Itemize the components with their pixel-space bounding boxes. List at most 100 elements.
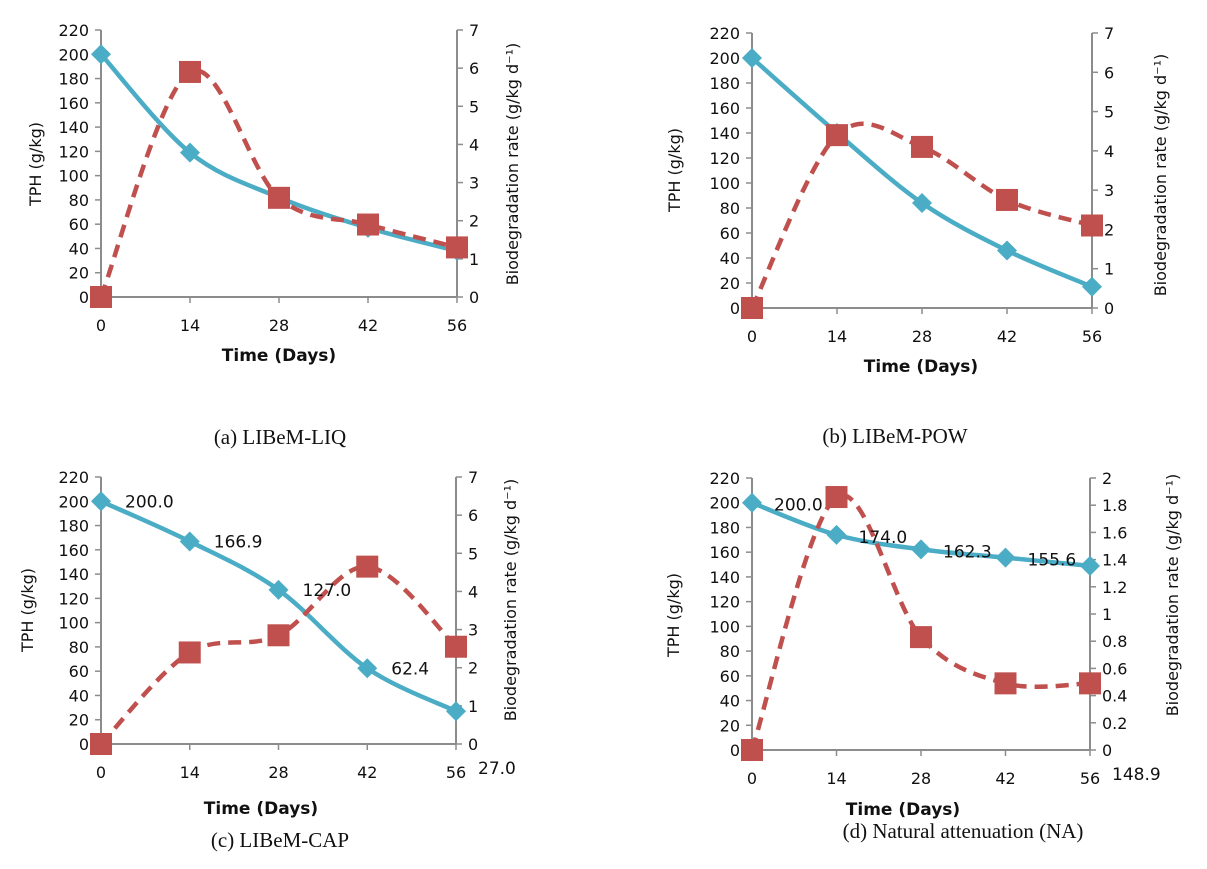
panel-d: (d) Natural attenuation (NA) Time (Days)…	[664, 474, 1182, 843]
y2-tick-label: 0	[1102, 741, 1112, 760]
rate-point	[446, 236, 468, 259]
y2-tick-label: 3	[468, 621, 478, 640]
y-tick-label: 220	[58, 21, 89, 40]
tph-point	[911, 539, 931, 560]
y2-tick-label: 5	[469, 97, 479, 116]
rate-point	[1081, 214, 1103, 237]
y2-axis-title-d: Biodegradation rate (g/kg d⁻¹)	[1163, 474, 1182, 717]
y-tick-label: 100	[58, 167, 89, 186]
rate-point	[996, 188, 1018, 211]
y2-tick-label: 7	[1104, 24, 1114, 43]
y-axis-title-a: TPH (g/kg)	[26, 122, 45, 207]
y-axis-title-c: TPH (g/kg)	[18, 568, 37, 653]
y-tick-label: 0	[79, 735, 89, 754]
y2-tick-label: 0	[468, 735, 478, 754]
y-tick-label: 180	[709, 518, 740, 537]
x-tick-label: 42	[357, 763, 377, 782]
rate-point	[90, 733, 112, 755]
tph-line	[750, 56, 1093, 289]
y2-tick-label: 2	[1104, 220, 1114, 239]
x-tick-label: 14	[180, 316, 200, 335]
tph-point	[826, 524, 847, 545]
y-tick-label: 100	[709, 617, 740, 636]
data-label: 148.9	[1112, 765, 1161, 785]
x-tick-label: 28	[912, 327, 932, 346]
y-tick-label: 80	[720, 199, 740, 218]
y-tick-label: 40	[69, 686, 89, 705]
y-tick-label: 120	[709, 149, 740, 168]
y-tick-label: 20	[720, 716, 740, 735]
rate-point	[1079, 672, 1101, 695]
y2-tick-label: 4	[468, 582, 478, 601]
x-tick-label: 28	[269, 316, 289, 335]
y2-axis-title-b: Biodegradation rate (g/kg d⁻¹)	[1151, 54, 1170, 297]
y-axis-title-b: TPH (g/kg)	[665, 128, 684, 213]
y-tick-label: 100	[58, 614, 89, 633]
tph-point	[997, 240, 1017, 261]
tph-line	[99, 52, 458, 254]
y2-tick-label: 5	[468, 544, 478, 563]
y-tick-label: 60	[69, 215, 89, 234]
tph-point	[912, 193, 932, 213]
data-label: 155.6	[1028, 551, 1077, 571]
y2-tick-label: 2	[469, 212, 479, 231]
y2-tick-label: 5	[1104, 103, 1114, 122]
y-tick-label: 200	[709, 494, 740, 513]
rate-point	[741, 739, 763, 761]
data-label: 166.9	[214, 532, 263, 552]
data-label: 200.0	[774, 496, 823, 516]
x-tick-label: 56	[447, 316, 467, 335]
caption-b: (b) LIBeM-POW	[822, 424, 967, 448]
rate-point	[357, 213, 379, 236]
y2-tick-label: 1	[1102, 605, 1112, 624]
x-tick-label: 28	[911, 769, 931, 788]
y-tick-label: 20	[69, 711, 89, 730]
y2-tick-label: 0.8	[1102, 632, 1127, 651]
y2-tick-label: 1	[468, 697, 478, 716]
x-tick-label: 14	[827, 327, 847, 346]
y2-tick-label: 7	[468, 468, 478, 487]
rate-point	[356, 555, 379, 578]
caption-c: (c) LIBeM-CAP	[211, 828, 349, 852]
y-tick-label: 140	[709, 568, 740, 587]
y-tick-label: 60	[720, 224, 740, 243]
data-label: 200.0	[125, 492, 174, 512]
y-tick-label: 40	[720, 249, 740, 268]
y2-tick-label: 2	[1102, 469, 1112, 488]
x-tick-label: 0	[747, 769, 757, 788]
y2-tick-label: 6	[469, 59, 479, 78]
rate-point	[178, 641, 201, 664]
panel-c: (c) LIBeM-CAP Time (Days) TPH (g/kg) Bio…	[18, 479, 520, 852]
y-tick-label: 180	[58, 70, 89, 89]
x-tick-label: 14	[826, 769, 846, 788]
y2-tick-label: 4	[1104, 142, 1114, 161]
y-tick-label: 40	[69, 239, 89, 258]
x-tick-label: 0	[96, 763, 106, 782]
y-tick-label: 0	[79, 288, 89, 307]
y-axis-title-d: TPH (g/kg)	[664, 573, 683, 658]
y-tick-label: 120	[58, 142, 89, 161]
y-tick-label: 120	[58, 589, 89, 608]
y-tick-label: 140	[58, 118, 89, 137]
y2-tick-label: 4	[469, 135, 479, 154]
y-tick-label: 220	[709, 24, 740, 43]
rate-point	[994, 672, 1017, 695]
y-tick-label: 40	[720, 692, 740, 711]
y-tick-label: 60	[720, 667, 740, 686]
data-label: 127.0	[303, 581, 352, 601]
y-tick-label: 200	[58, 45, 89, 64]
y2-tick-label: 1.8	[1102, 496, 1127, 515]
y2-tick-label: 0	[469, 288, 479, 307]
x-tick-label: 14	[180, 763, 200, 782]
y-tick-label: 0	[730, 299, 740, 318]
y2-tick-label: 1.2	[1102, 578, 1127, 597]
rate-point	[910, 626, 932, 649]
rate-point	[445, 635, 467, 658]
y2-tick-label: 3	[469, 174, 479, 193]
panel-a: (a) LIBeM-LIQ Time (Days) TPH (g/kg) Bio…	[26, 43, 522, 449]
y-tick-label: 220	[709, 469, 740, 488]
x-axis-title-c: Time (Days)	[204, 799, 318, 819]
tph-point	[1080, 555, 1100, 576]
